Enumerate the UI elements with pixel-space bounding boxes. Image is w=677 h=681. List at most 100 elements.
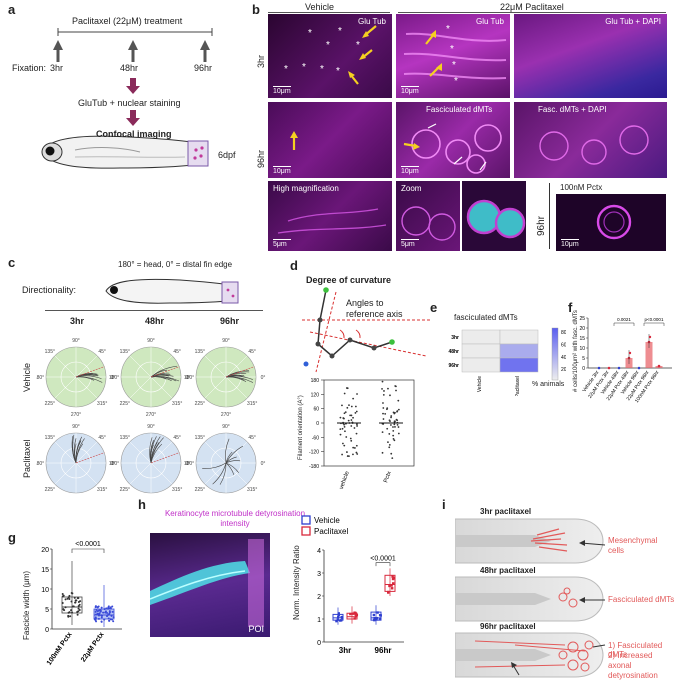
i-label-3b: 2) Increased axonal detyrosination	[608, 651, 658, 680]
polar-angle-label: 135°	[45, 435, 55, 441]
polar-trace	[225, 460, 241, 464]
d-point	[350, 439, 353, 442]
h-point	[373, 618, 376, 622]
d-point	[392, 434, 395, 437]
f-ytick: 5	[582, 356, 585, 362]
h-point	[375, 616, 378, 620]
cbar-tick: 40	[561, 355, 566, 361]
d-point	[390, 424, 392, 426]
svg-text:*: *	[454, 76, 458, 87]
scalebar-d: 10μm	[401, 168, 419, 175]
f-ytick: 10	[579, 346, 585, 352]
g-ytick: 20	[41, 547, 49, 554]
d-point	[390, 416, 392, 419]
polar-trace	[225, 451, 233, 464]
d-point	[343, 425, 346, 428]
polar-trace	[73, 438, 77, 464]
h-ytick: 2	[317, 594, 321, 601]
g-pval: <0.0001	[75, 541, 101, 548]
curvature-title: Degree of curvature	[306, 275, 392, 285]
g-point	[106, 611, 109, 614]
caption-zoom: Zoom	[401, 184, 422, 193]
h-ytick: 1	[317, 617, 321, 624]
d-point	[343, 392, 346, 395]
g-point	[107, 605, 110, 608]
d-point	[356, 423, 358, 426]
d-point	[383, 390, 385, 392]
polar-angle-label: 135°	[195, 349, 205, 355]
g-point	[112, 616, 115, 619]
g-point	[106, 615, 109, 618]
d-point	[382, 412, 384, 415]
polar-angle-label: 45°	[173, 435, 181, 441]
h-ytick: 0	[317, 640, 321, 647]
d-point	[355, 432, 358, 435]
g-point	[71, 605, 74, 608]
d-point	[393, 439, 396, 442]
g-point	[108, 610, 111, 613]
orientation-ylabel: Filament orientation (A°)	[298, 395, 304, 460]
svg-text:*: *	[356, 40, 360, 51]
time-48hr: 48hr	[120, 63, 139, 73]
g-point	[99, 609, 102, 612]
h-point	[378, 617, 382, 620]
d-point	[393, 420, 396, 423]
micrograph-pctx-3hr-dapi: Glu Tub + DAPI	[514, 14, 667, 98]
d-point	[387, 387, 389, 390]
legend-paclitaxel: Paclitaxel	[314, 527, 348, 536]
d-point	[350, 414, 353, 417]
orientation-plot: 180 120 60 0 -60 -120 -180 vehicle Pctx	[309, 378, 415, 490]
i-label-1: Mesenchymal cells	[608, 536, 658, 555]
g-point	[94, 606, 97, 609]
h-point	[375, 618, 378, 621]
g-point	[97, 617, 100, 620]
polar-angle-label: 45°	[98, 349, 106, 355]
g-point	[104, 611, 107, 614]
caption-fasciculated: Fasciculated dMTs	[426, 105, 493, 114]
h-point	[336, 618, 339, 621]
heatmap-cell	[499, 329, 539, 345]
g-point	[62, 608, 65, 611]
d-point	[387, 441, 389, 443]
d-point	[346, 451, 348, 453]
g-ytick: 15	[41, 567, 49, 574]
intensity-plot: Vehicle Paclitaxel 4 3 2 1 0 3hr 96hr <0.0001	[301, 515, 404, 655]
colorbar	[551, 327, 559, 381]
d-point	[355, 451, 358, 454]
g-point	[64, 606, 67, 609]
d-point	[388, 433, 391, 435]
polar-angle-label: 0°	[111, 375, 116, 381]
svg-text:*: *	[320, 64, 324, 75]
micrograph-detyrosination: POI	[150, 533, 270, 637]
row-96hr: 96hr	[256, 149, 266, 168]
polar-angle-label: 180°	[109, 375, 119, 381]
polar-angle-label: 180°	[109, 461, 119, 467]
f-bar	[645, 342, 653, 368]
polar-angle-label: 90°	[72, 338, 80, 344]
d-point	[353, 427, 356, 429]
fascicle-ylabel: Fascicle width (μm)	[22, 570, 31, 640]
g-point	[109, 618, 112, 621]
g-point	[103, 608, 106, 611]
d-point	[381, 451, 384, 454]
directionality-label: Directionality:	[22, 285, 77, 295]
cbar-label: % animals	[532, 381, 565, 388]
g-point	[77, 605, 80, 608]
g-point	[71, 611, 74, 614]
panel-label-f: f	[568, 300, 573, 315]
g-point	[97, 605, 100, 608]
panel-label-d: d	[290, 258, 298, 273]
h-point	[337, 615, 340, 619]
g-point	[61, 593, 64, 596]
g-point	[105, 607, 108, 610]
heatmap-title: fasciculated dMTs	[454, 313, 518, 322]
g-xtick: 22μM Pctx	[80, 631, 106, 663]
g-point	[100, 616, 103, 619]
g-point	[74, 599, 77, 602]
d-point	[388, 446, 391, 449]
polar-angle-label: 315°	[97, 401, 107, 407]
f-point	[597, 366, 601, 370]
col-vehicle: Vehicle	[305, 2, 335, 12]
polar-angle-label: 225°	[195, 401, 205, 407]
polar-angle-label: 45°	[248, 349, 256, 355]
